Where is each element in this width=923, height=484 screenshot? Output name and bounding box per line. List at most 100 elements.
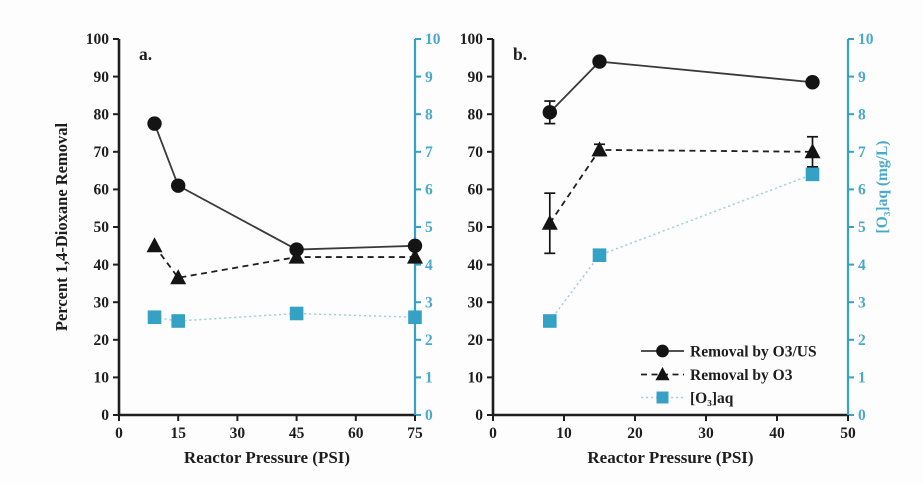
legend-entry-label: [O₃]aq — [690, 390, 734, 407]
left-axis-tick-label: 10 — [94, 370, 110, 387]
data-point-marker — [170, 269, 187, 285]
left-axis-tick-label: 100 — [86, 31, 110, 48]
data-point-marker — [543, 314, 557, 328]
legend-marker — [656, 391, 669, 404]
x-axis-tick-label: 45 — [289, 425, 305, 442]
legend-marker — [655, 367, 670, 381]
left-axis-tick-label: 20 — [468, 332, 484, 349]
right-axis-tick-label: 1 — [425, 370, 433, 387]
left-axis-tick-label: 20 — [94, 332, 110, 349]
right-axis-tick-label: 8 — [858, 106, 866, 123]
legend-entry-removal-by-o3: Removal by O3 — [641, 367, 793, 384]
right-axis-tick-label: 2 — [425, 332, 433, 349]
right-axis-tick-label: 6 — [858, 182, 866, 199]
x-axis-tick-label: 30 — [698, 425, 714, 442]
series-line — [153, 245, 415, 279]
legend-entry-removal-by-o3-us: Removal by O3/US — [641, 344, 817, 361]
data-point-marker — [592, 248, 607, 262]
right-axis-tick-label: 7 — [425, 144, 433, 161]
data-point-marker — [289, 306, 304, 321]
legend: Removal by O3/US Removal by O3 [O₃]aq — [641, 344, 817, 407]
right-axis-tick-label: 8 — [425, 106, 433, 123]
right-axis-tick-label: 0 — [858, 407, 866, 424]
right-axis-tick-label: 1 — [858, 370, 866, 387]
left-axis-tick-label: 40 — [468, 257, 484, 274]
right-axis-tick-label: 5 — [425, 219, 433, 236]
data-point-marker — [804, 143, 821, 159]
right-axis-tick-label: 4 — [425, 257, 433, 274]
legend-entry-label: Removal by O3/US — [690, 344, 817, 361]
right-axis-tick-label: 4 — [858, 257, 866, 274]
left-axis-tick-label: 50 — [468, 219, 484, 236]
series-line — [153, 123, 416, 251]
series-removal-by-o3 — [146, 237, 423, 285]
left-axis-tick-label: 10 — [468, 370, 484, 387]
left-axis-tick-label: 0 — [101, 407, 109, 424]
series-line — [549, 173, 813, 322]
data-point-marker — [147, 310, 162, 325]
x-axis-tick-label: 30 — [230, 425, 246, 442]
data-point-marker — [408, 310, 422, 325]
x-axis-tick-label: 0 — [489, 425, 497, 442]
series-removal-by-o3-us — [147, 116, 423, 257]
right-axis-tick-label: 2 — [858, 332, 866, 349]
x-axis-tick-label: 15 — [170, 425, 186, 442]
data-point-marker — [146, 237, 163, 253]
panel-label: b. — [513, 44, 527, 64]
left-axis-tick-label: 40 — [94, 257, 110, 274]
right-axis-tick-label: 6 — [425, 182, 433, 199]
x-axis-tick-label: 0 — [115, 425, 123, 442]
left-axis-tick-label: 80 — [94, 106, 110, 123]
left-axis-tick-label: 90 — [94, 69, 110, 86]
left-axis-tick-label: 60 — [94, 182, 110, 199]
legend-entry-label: Removal by O3 — [690, 367, 793, 384]
series-o-aq — [147, 306, 422, 328]
right-axis-title: [O₃]aq (mg/L) — [874, 141, 891, 234]
data-point-marker — [805, 75, 820, 90]
x-axis-tick-label: 20 — [627, 425, 643, 442]
left-axis-tick-label: 70 — [468, 144, 484, 161]
left-axis-tick-label: 90 — [468, 69, 484, 86]
data-point-marker — [171, 314, 185, 328]
right-axis-tick-label: 7 — [858, 144, 866, 161]
data-point-marker — [407, 248, 423, 264]
data-point-marker — [591, 141, 608, 157]
panel-label: a. — [139, 44, 152, 64]
data-point-marker — [542, 105, 557, 120]
series-o-aq — [543, 167, 820, 328]
data-point-marker — [407, 238, 423, 253]
left-axis-title: Percent 1,4-Dioxane Removal — [52, 122, 71, 331]
data-point-marker — [805, 167, 820, 182]
left-axis-tick-label: 100 — [460, 31, 484, 48]
series-removal-by-o3-us — [542, 54, 820, 125]
data-point-marker — [592, 54, 607, 69]
left-axis-tick-label: 30 — [94, 294, 110, 311]
left-axis-tick-label: 50 — [94, 219, 110, 236]
right-axis-tick-label: 9 — [858, 69, 866, 86]
x-axis-tick-label: 60 — [348, 425, 364, 442]
series-line — [549, 60, 813, 113]
series-line — [549, 149, 813, 224]
left-axis-tick-label: 80 — [468, 106, 484, 123]
left-axis-tick-label: 60 — [468, 182, 484, 199]
right-axis-tick-label: 10 — [858, 31, 874, 48]
series-line — [154, 312, 416, 322]
right-axis-tick-label: 5 — [858, 219, 866, 236]
x-axis-tick-label: 40 — [769, 425, 785, 442]
data-point-marker — [171, 178, 186, 193]
x-axis-tick-label: 75 — [407, 425, 423, 442]
right-axis-tick-label: 3 — [858, 294, 866, 311]
x-axis-title: Reactor Pressure (PSI) — [587, 448, 753, 467]
x-axis-title: Reactor Pressure (PSI) — [184, 448, 350, 467]
data-point-marker — [288, 248, 305, 264]
legend-entry-o-aq: [O₃]aq — [641, 390, 734, 407]
right-axis-tick-label: 0 — [425, 407, 433, 424]
left-axis-tick-label: 30 — [468, 294, 484, 311]
x-axis-tick-label: 50 — [840, 425, 856, 442]
data-point-marker — [541, 214, 558, 230]
left-axis-tick-label: 70 — [94, 144, 110, 161]
